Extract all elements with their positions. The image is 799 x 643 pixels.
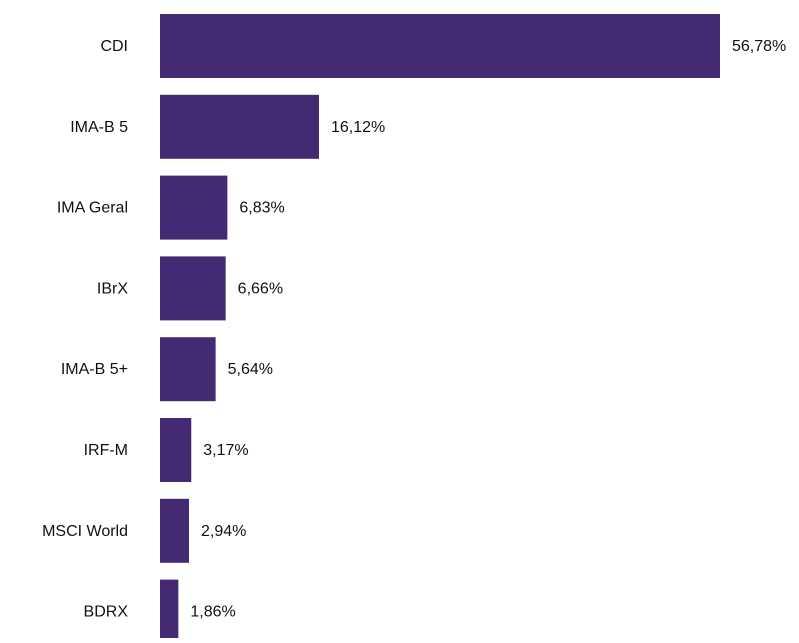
category-label: BDRX	[84, 604, 129, 621]
category-label: IBrX	[97, 280, 128, 297]
value-label: 6,83%	[239, 200, 284, 217]
bar	[160, 14, 720, 78]
bar	[160, 175, 228, 240]
bar	[160, 337, 216, 402]
category-label: IMA-B 5	[70, 119, 128, 136]
category-label: CDI	[100, 38, 128, 55]
value-label: 5,64%	[228, 361, 273, 378]
bar	[160, 579, 179, 643]
value-label: 1,86%	[190, 604, 235, 621]
value-label: 6,66%	[238, 280, 283, 297]
category-label: IRF-M	[84, 442, 128, 459]
category-label: IMA Geral	[57, 200, 128, 217]
value-label: 16,12%	[331, 119, 385, 136]
value-label: 3,17%	[203, 442, 248, 459]
bar	[160, 418, 192, 482]
bar	[160, 498, 189, 563]
value-label: 56,78%	[732, 38, 786, 55]
bar	[160, 256, 226, 321]
bar	[160, 94, 319, 159]
category-label: MSCI World	[42, 523, 128, 540]
value-label: 2,94%	[201, 523, 246, 540]
category-label: IMA-B 5+	[61, 361, 128, 378]
